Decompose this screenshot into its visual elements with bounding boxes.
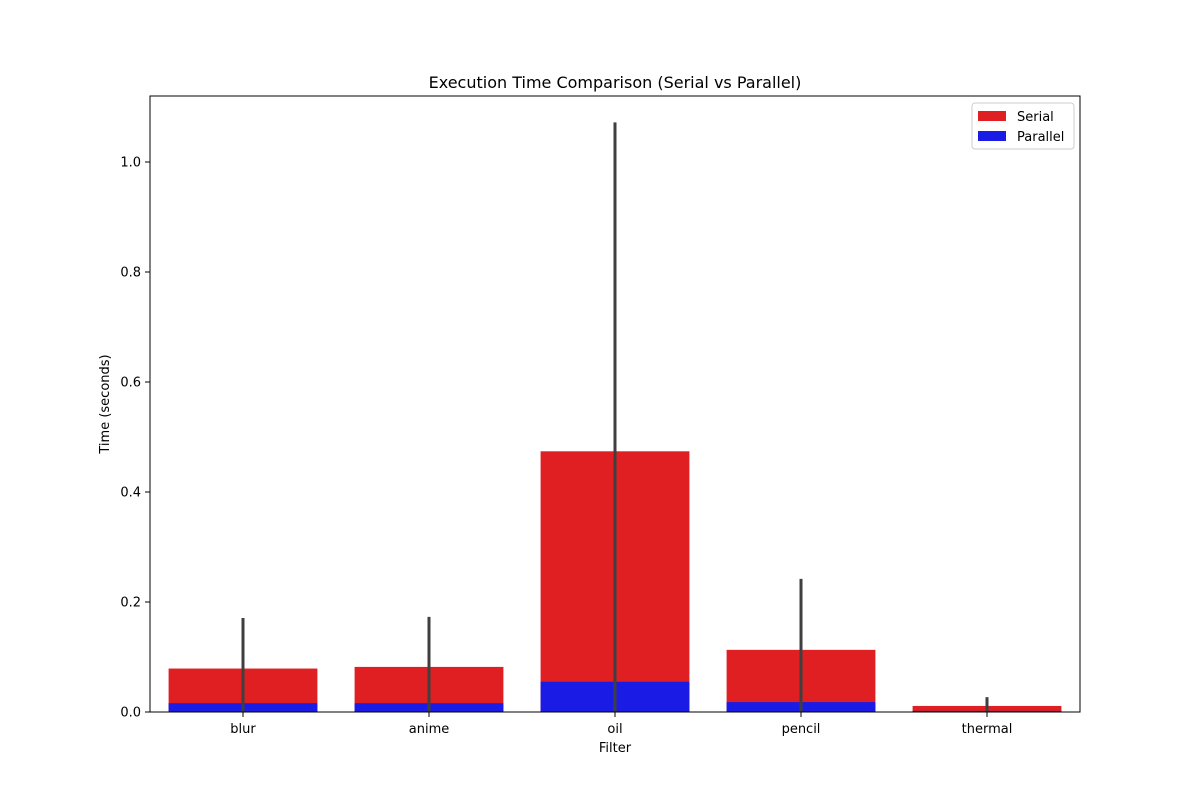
y-tick-label-5: 1.0: [120, 156, 141, 171]
y-tick-label-1: 0.2: [120, 596, 141, 611]
legend-label-parallel: Parallel: [1017, 130, 1064, 145]
x-tick-label-thermal: thermal: [962, 722, 1013, 737]
legend-label-serial: Serial: [1017, 110, 1054, 125]
y-tick-label-4: 0.8: [120, 266, 141, 281]
x-axis-label: Filter: [599, 741, 632, 756]
plot-area: blur anime oil pencil thermal 0.0 0.2 0.4 0.6 0.8…: [120, 122, 1062, 737]
x-tick-label-blur: blur: [230, 722, 256, 737]
axes-frame: [149, 95, 1081, 713]
legend-swatch-serial: [978, 111, 1006, 121]
legend: Serial Parallel: [971, 102, 1075, 150]
y-axis-label: Time (seconds): [98, 354, 113, 454]
y-tick-label-2: 0.4: [120, 486, 141, 501]
chart-title: Execution Time Comparison (Serial vs Par…: [429, 73, 802, 92]
y-tick-label-0: 0.0: [120, 706, 141, 721]
x-tick-label-oil: oil: [607, 722, 622, 737]
x-tick-label-pencil: pencil: [782, 722, 821, 737]
x-tick-label-anime: anime: [409, 722, 449, 737]
y-tick-label-3: 0.6: [120, 376, 141, 391]
legend-swatch-parallel: [978, 131, 1006, 141]
